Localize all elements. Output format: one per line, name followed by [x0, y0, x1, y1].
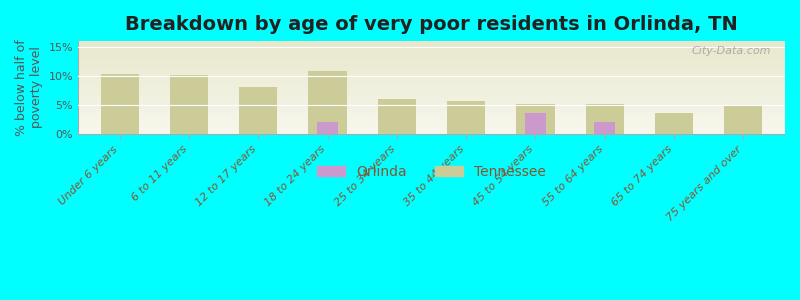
Bar [447, 101, 486, 134]
Bar [378, 99, 416, 134]
Legend: Orlinda, Tennessee: Orlinda, Tennessee [312, 159, 551, 184]
Y-axis label: % below half of
poverty level: % below half of poverty level [15, 39, 43, 136]
Bar [724, 105, 762, 134]
Bar [517, 104, 554, 134]
Bar [525, 113, 546, 134]
Title: Breakdown by age of very poor residents in Orlinda, TN: Breakdown by age of very poor residents … [125, 15, 738, 34]
Bar [239, 87, 278, 134]
Bar [586, 103, 624, 134]
Text: City-Data.com: City-Data.com [691, 46, 771, 56]
Bar [309, 71, 346, 134]
Bar [594, 122, 615, 134]
Bar [317, 122, 338, 134]
Bar [170, 75, 208, 134]
Bar [101, 74, 138, 134]
Bar [655, 113, 693, 134]
